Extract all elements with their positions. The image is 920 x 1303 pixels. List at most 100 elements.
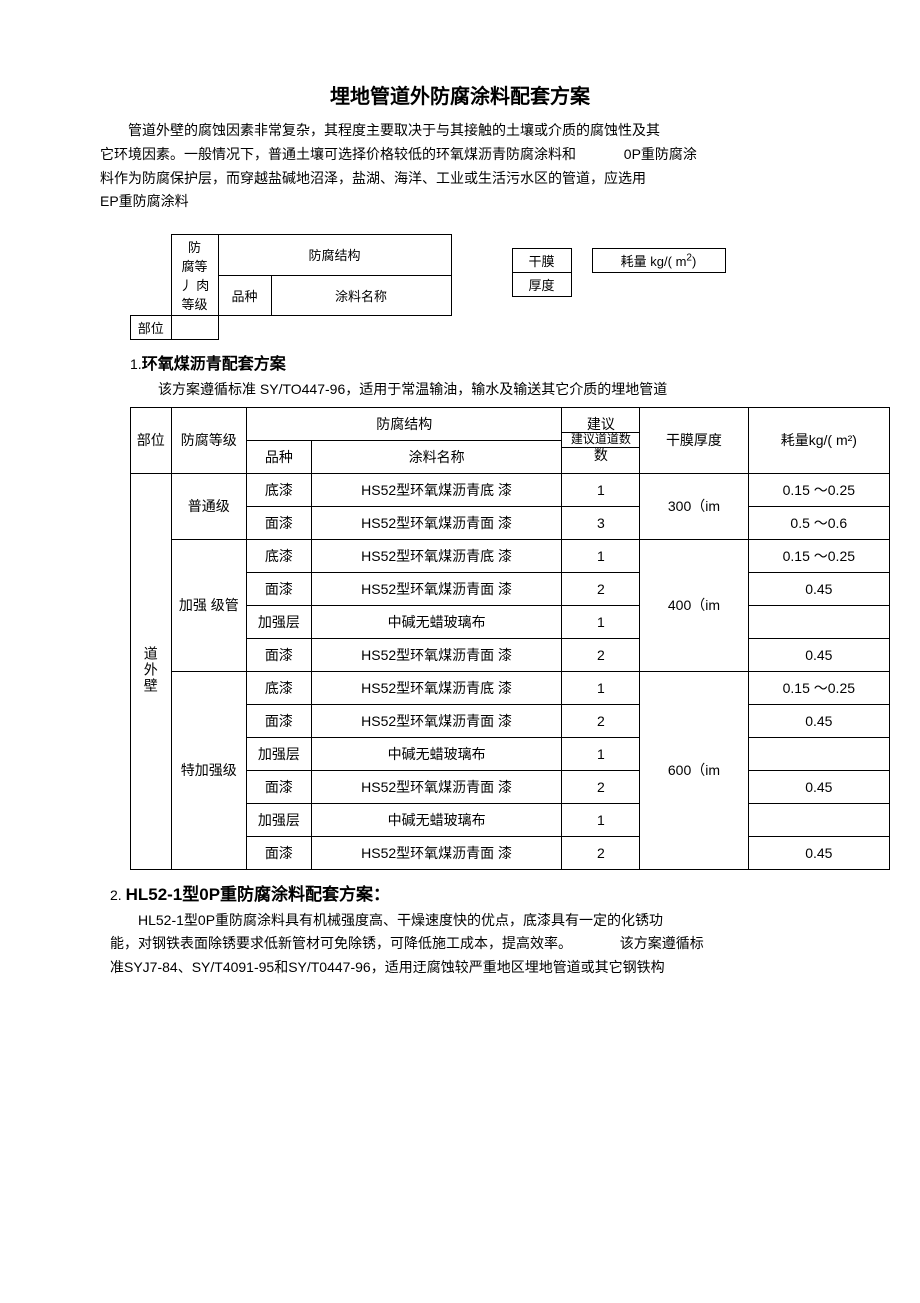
cell-thick: 300（im [640, 473, 748, 539]
text: HS52型环氧煤沥青底 漆 [361, 680, 512, 696]
text: 底漆 [265, 680, 293, 696]
cell-name: 中碱无蜡玻璃布 [311, 803, 562, 836]
cell-name: HS52型环氧煤沥青面 漆 [311, 836, 562, 869]
cell-name: HS52型环氧煤沥青面 漆 [311, 638, 562, 671]
text: 1 [597, 680, 605, 696]
text: 600（im [668, 762, 720, 778]
intro-line: 它环境因素。一般情况下，普通土壤可选择价格较低的环氧煤沥青防腐涂料和 [100, 143, 576, 167]
text: 中碱无蜡玻璃布 [388, 746, 486, 762]
text: 特加强级 [181, 762, 237, 778]
cell-grade: 加强 级管 [171, 539, 247, 671]
cell-name: HS52型环氧煤沥青底 漆 [311, 473, 562, 506]
main-table: 部位 防腐等级 防腐结构 建议 建议道道数 数 干膜厚度 耗量kg/( m²) … [130, 407, 890, 870]
cell-count: 2 [562, 704, 640, 737]
text: 普通级 [188, 498, 230, 514]
text: 300（im [668, 498, 720, 514]
section1-sub: 该方案遵循标准 SY/TO447-96，适用于常温输油，输水及输送其它介质的埋地… [130, 378, 820, 400]
text: 干膜厚度 [666, 432, 722, 448]
cell-count: 2 [562, 572, 640, 605]
th-rec: 建议 建议道道数 数 [562, 407, 640, 473]
text: 2 [597, 581, 605, 597]
text: 品种 [265, 449, 293, 465]
section2-para: HL52-1型0P重防腐涂料具有机械强度高、干燥速度快的优点，底漆具有一定的化锈… [110, 909, 820, 980]
cell-name: HS52型环氧煤沥青面 漆 [311, 770, 562, 803]
text: 0.45 [805, 713, 832, 729]
text: 2 [597, 647, 605, 663]
text: 2 [597, 713, 605, 729]
text: 2 [597, 845, 605, 861]
mini-table-1: 防 腐等丿 肉等级 防腐结构 品种 涂料名称 部位 [130, 234, 452, 340]
text: 1 [597, 812, 605, 828]
cell-count: 2 [562, 638, 640, 671]
text: 防腐结构 [376, 416, 432, 432]
cell-kind: 面漆 [247, 638, 312, 671]
section-number: 2. [110, 887, 126, 903]
text: 中碱无蜡玻璃布 [388, 812, 486, 828]
intro-line: EP重防腐涂料 [100, 190, 189, 214]
cell-kind: 面漆 [247, 506, 312, 539]
text: 该方案遵循标 [620, 935, 704, 951]
cell-cons: 0.45 [748, 704, 889, 737]
text: HS52型环氧煤沥青面 漆 [361, 779, 512, 795]
cell-cons [748, 737, 889, 770]
section-title: HL52-1型0P重防腐涂料配套方案： [126, 885, 390, 904]
cell-cons: 0.45 [748, 638, 889, 671]
text: 数 [562, 448, 639, 463]
cell-kind: 面漆 [247, 572, 312, 605]
cell-name: HS52型环氧煤沥青面 漆 [311, 506, 562, 539]
cell-kind: 加强层 [247, 605, 312, 638]
text: 0.15 ～0.25 [783, 548, 855, 564]
text: 3 [597, 515, 605, 531]
cell-kind: 加强层 [247, 737, 312, 770]
cell-name: 中碱无蜡玻璃布 [311, 737, 562, 770]
text: 面漆 [265, 779, 293, 795]
cell: 品种 [218, 275, 271, 316]
text: 400（im [668, 597, 720, 613]
text: 1 [597, 482, 605, 498]
text: HS52型环氧煤沥青面 漆 [361, 845, 512, 861]
text: 0.15 ～0.25 [783, 482, 855, 498]
text: ) [692, 254, 696, 269]
text: 1 [597, 614, 605, 630]
text: 0.45 [805, 581, 832, 597]
text: 加强 级管 [179, 597, 239, 613]
cell-name: HS52型环氧煤沥青面 漆 [311, 704, 562, 737]
text: 底漆 [265, 482, 293, 498]
intro-line: 0P重防腐涂 [624, 146, 697, 162]
text: 加强层 [258, 746, 300, 762]
cell-count: 3 [562, 506, 640, 539]
cell-grade: 特加强级 [171, 671, 247, 869]
text: 建议道道数 [562, 433, 639, 447]
text: 面漆 [265, 845, 293, 861]
cell [218, 316, 451, 340]
text: 1 [597, 548, 605, 564]
cell-count: 1 [562, 539, 640, 572]
cell-kind: 底漆 [247, 539, 312, 572]
text: HS52型环氧煤沥青面 漆 [361, 647, 512, 663]
section2-heading: 2. HL52-1型0P重防腐涂料配套方案： [110, 880, 820, 905]
intro-paragraph: 管道外壁的腐蚀因素非常复杂，其程度主要取决于与其接触的土壤或介质的腐蚀性及其 它… [100, 119, 820, 214]
text: HL52-1型0P重防腐涂料具有机械强度高、干燥速度快的优点，底漆具有一定的化锈… [138, 912, 663, 928]
cell-kind: 加强层 [247, 803, 312, 836]
page-title: 埋地管道外防腐涂料配套方案 [100, 80, 820, 109]
cell-count: 1 [562, 671, 640, 704]
cell-count: 1 [562, 605, 640, 638]
th-grade: 防腐等级 [171, 407, 247, 473]
mini-table-2: 干膜 厚度 [512, 248, 572, 297]
cell-kind: 底漆 [247, 671, 312, 704]
cell-kind: 面漆 [247, 770, 312, 803]
text: 加强层 [258, 812, 300, 828]
text: 面漆 [265, 515, 293, 531]
text: 0.45 [805, 647, 832, 663]
text: HS52型环氧煤沥青面 漆 [361, 713, 512, 729]
cell-name: HS52型环氧煤沥青底 漆 [311, 671, 562, 704]
cell-count: 2 [562, 770, 640, 803]
text: 涂料名称 [409, 449, 465, 465]
cell-pos: 道外壁 [131, 473, 172, 869]
th-pos: 部位 [131, 407, 172, 473]
text: 2 [597, 779, 605, 795]
cell: 部位 [131, 316, 172, 340]
cell-name: HS52型环氧煤沥青面 漆 [311, 572, 562, 605]
cell-cons [748, 605, 889, 638]
cell: 干膜 [512, 249, 571, 273]
